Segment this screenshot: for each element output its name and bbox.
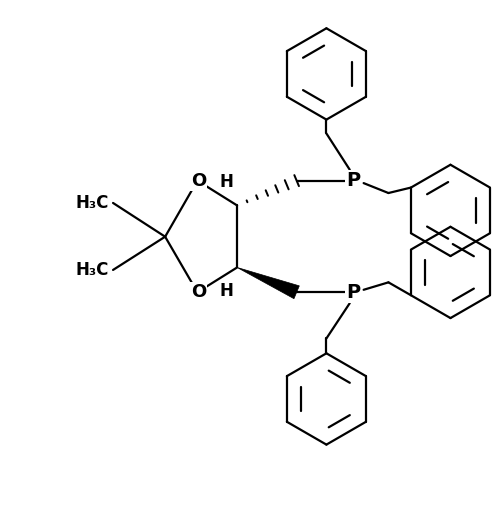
Text: H: H: [219, 282, 233, 300]
Text: H: H: [219, 173, 233, 191]
Polygon shape: [237, 267, 299, 299]
Text: H₃C: H₃C: [76, 261, 109, 279]
Text: P: P: [347, 283, 361, 302]
Text: O: O: [191, 172, 206, 190]
Text: H₃C: H₃C: [76, 194, 109, 212]
Text: P: P: [347, 171, 361, 190]
Text: O: O: [191, 284, 206, 301]
